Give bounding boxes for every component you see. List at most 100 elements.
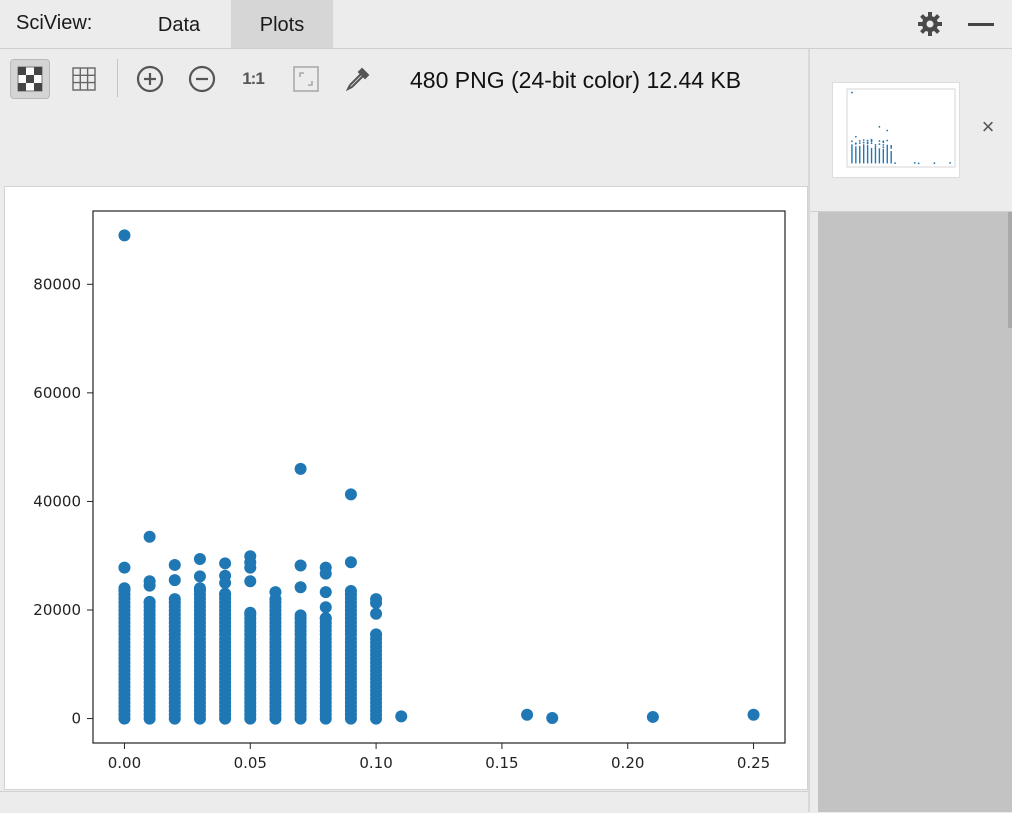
scatter-point — [294, 609, 307, 622]
scatter-point — [168, 574, 181, 587]
actual-size-label: 1:1 — [242, 69, 265, 88]
y-tick-label: 0 — [71, 710, 81, 728]
thumbnail-point — [913, 161, 916, 164]
scatter-point — [143, 595, 156, 608]
scatter-point — [118, 229, 131, 242]
image-toolbar: 1:1 480 PNG (24-bit color) 12.44 KB — [0, 49, 808, 183]
scatter-point — [168, 593, 181, 606]
close-icon[interactable]: × — [981, 114, 995, 139]
y-tick-label: 60000 — [33, 384, 81, 402]
zoom-in-icon[interactable] — [130, 59, 170, 99]
scatter-point — [747, 708, 760, 721]
horizontal-scrollbar[interactable] — [0, 791, 808, 813]
scatter-point — [244, 575, 257, 588]
scatter-point — [118, 582, 131, 595]
app-title: SciView: — [16, 12, 93, 34]
gear-icon[interactable] — [916, 10, 944, 38]
thumbnail-point — [878, 140, 881, 142]
toolbar-separator — [117, 59, 118, 97]
image-file-info: 480 PNG (24-bit color) 12.44 KB — [410, 67, 742, 93]
scatter-chart: 0.00 0.05 0.10 0.15 0.20 0.25 0 20000 40000 60000… — [33, 210, 786, 772]
thumbnail-point — [854, 142, 857, 145]
scatter-point — [319, 612, 332, 625]
thumbnail-point — [851, 91, 853, 94]
scatter-point — [294, 462, 307, 475]
thumbnail-point — [870, 138, 873, 141]
scatter-point — [344, 488, 357, 501]
thumbnail-point — [882, 140, 885, 143]
y-tick-label: 40000 — [33, 492, 81, 510]
tab-plots[interactable]: Plots — [231, 0, 333, 48]
x-tick-label: 0.10 — [359, 754, 392, 772]
scatter-point — [319, 601, 332, 614]
scatter-point — [370, 593, 383, 606]
vertical-scrollbar[interactable] — [1008, 212, 1012, 328]
plot-thumbnail[interactable] — [832, 82, 960, 178]
thumbnail-point — [894, 162, 897, 164]
scatter-point — [143, 575, 156, 588]
scatter-point — [344, 585, 357, 597]
thumbnail-point — [874, 143, 877, 146]
thumbnail-chart — [846, 88, 956, 168]
scatter-point — [118, 561, 131, 574]
panel-divider[interactable] — [808, 49, 810, 812]
thumbnail-point — [917, 162, 920, 165]
grid-icon[interactable] — [64, 59, 104, 99]
scatter-point — [269, 586, 282, 599]
thumbnail-point — [878, 143, 881, 146]
scatter-point — [370, 607, 383, 620]
x-tick-label: 0.05 — [234, 754, 267, 772]
thumbnail-point — [886, 139, 889, 142]
scatter-point — [294, 559, 307, 572]
fit-icon[interactable] — [286, 59, 326, 99]
thumbnail-point — [882, 146, 885, 149]
x-tick-label: 0.25 — [737, 754, 770, 772]
scatter-point — [294, 581, 307, 594]
scatter-point — [219, 569, 232, 582]
thumbnail-panel-edge — [810, 212, 818, 812]
scatter-point — [319, 586, 332, 599]
thumbnail-point — [858, 142, 861, 145]
thumbnail-point — [866, 139, 869, 142]
thumbnail-point — [862, 139, 865, 141]
plot-thumbnails: × — [810, 49, 1012, 212]
thumbnail-point — [870, 142, 873, 145]
scatter-point — [219, 587, 232, 600]
scatter-point — [244, 550, 257, 563]
plot-image-viewer: 0.00 0.05 0.10 0.15 0.20 0.25 0 20000 40000 60000… — [4, 186, 808, 790]
scatter-point — [219, 557, 232, 570]
thumbnail-point — [854, 135, 857, 138]
thumbnail-point — [858, 139, 861, 142]
scatter-point — [168, 558, 181, 571]
eyedropper-icon[interactable] — [338, 59, 378, 99]
actual-size-icon[interactable]: 1:1 — [233, 59, 273, 99]
scatter-point — [546, 712, 559, 725]
thumbnail-point — [866, 141, 869, 144]
scatter-point — [370, 628, 383, 641]
thumbnail-point — [949, 161, 951, 164]
thumbnail-point — [882, 143, 885, 146]
checker-icon[interactable] — [10, 59, 50, 99]
thumbnail-point — [886, 129, 889, 132]
y-tick-label: 80000 — [33, 275, 81, 293]
thumbnail-point — [878, 125, 881, 128]
minimize-icon[interactable] — [966, 10, 996, 38]
thumbnail-axes-frame — [846, 88, 956, 168]
y-tick-label: 20000 — [33, 601, 81, 619]
scatter-point — [319, 561, 332, 574]
thumbnail-point — [933, 162, 936, 165]
scatter-point — [244, 606, 257, 619]
thumbnail-point — [851, 140, 853, 143]
axes-frame — [92, 210, 786, 744]
x-tick-label: 0.20 — [611, 754, 644, 772]
zoom-out-icon[interactable] — [182, 59, 222, 99]
scatter-point — [143, 530, 156, 543]
scatter-point — [193, 552, 206, 565]
thumbnail-point — [862, 141, 865, 144]
scatter-point — [344, 556, 357, 569]
scatter-point — [193, 570, 206, 583]
tab-data[interactable]: Data — [157, 14, 201, 36]
tool-window-header: SciView: Data Plots — [0, 0, 1012, 49]
scatter-point — [395, 710, 408, 723]
scatter-point — [193, 582, 206, 595]
